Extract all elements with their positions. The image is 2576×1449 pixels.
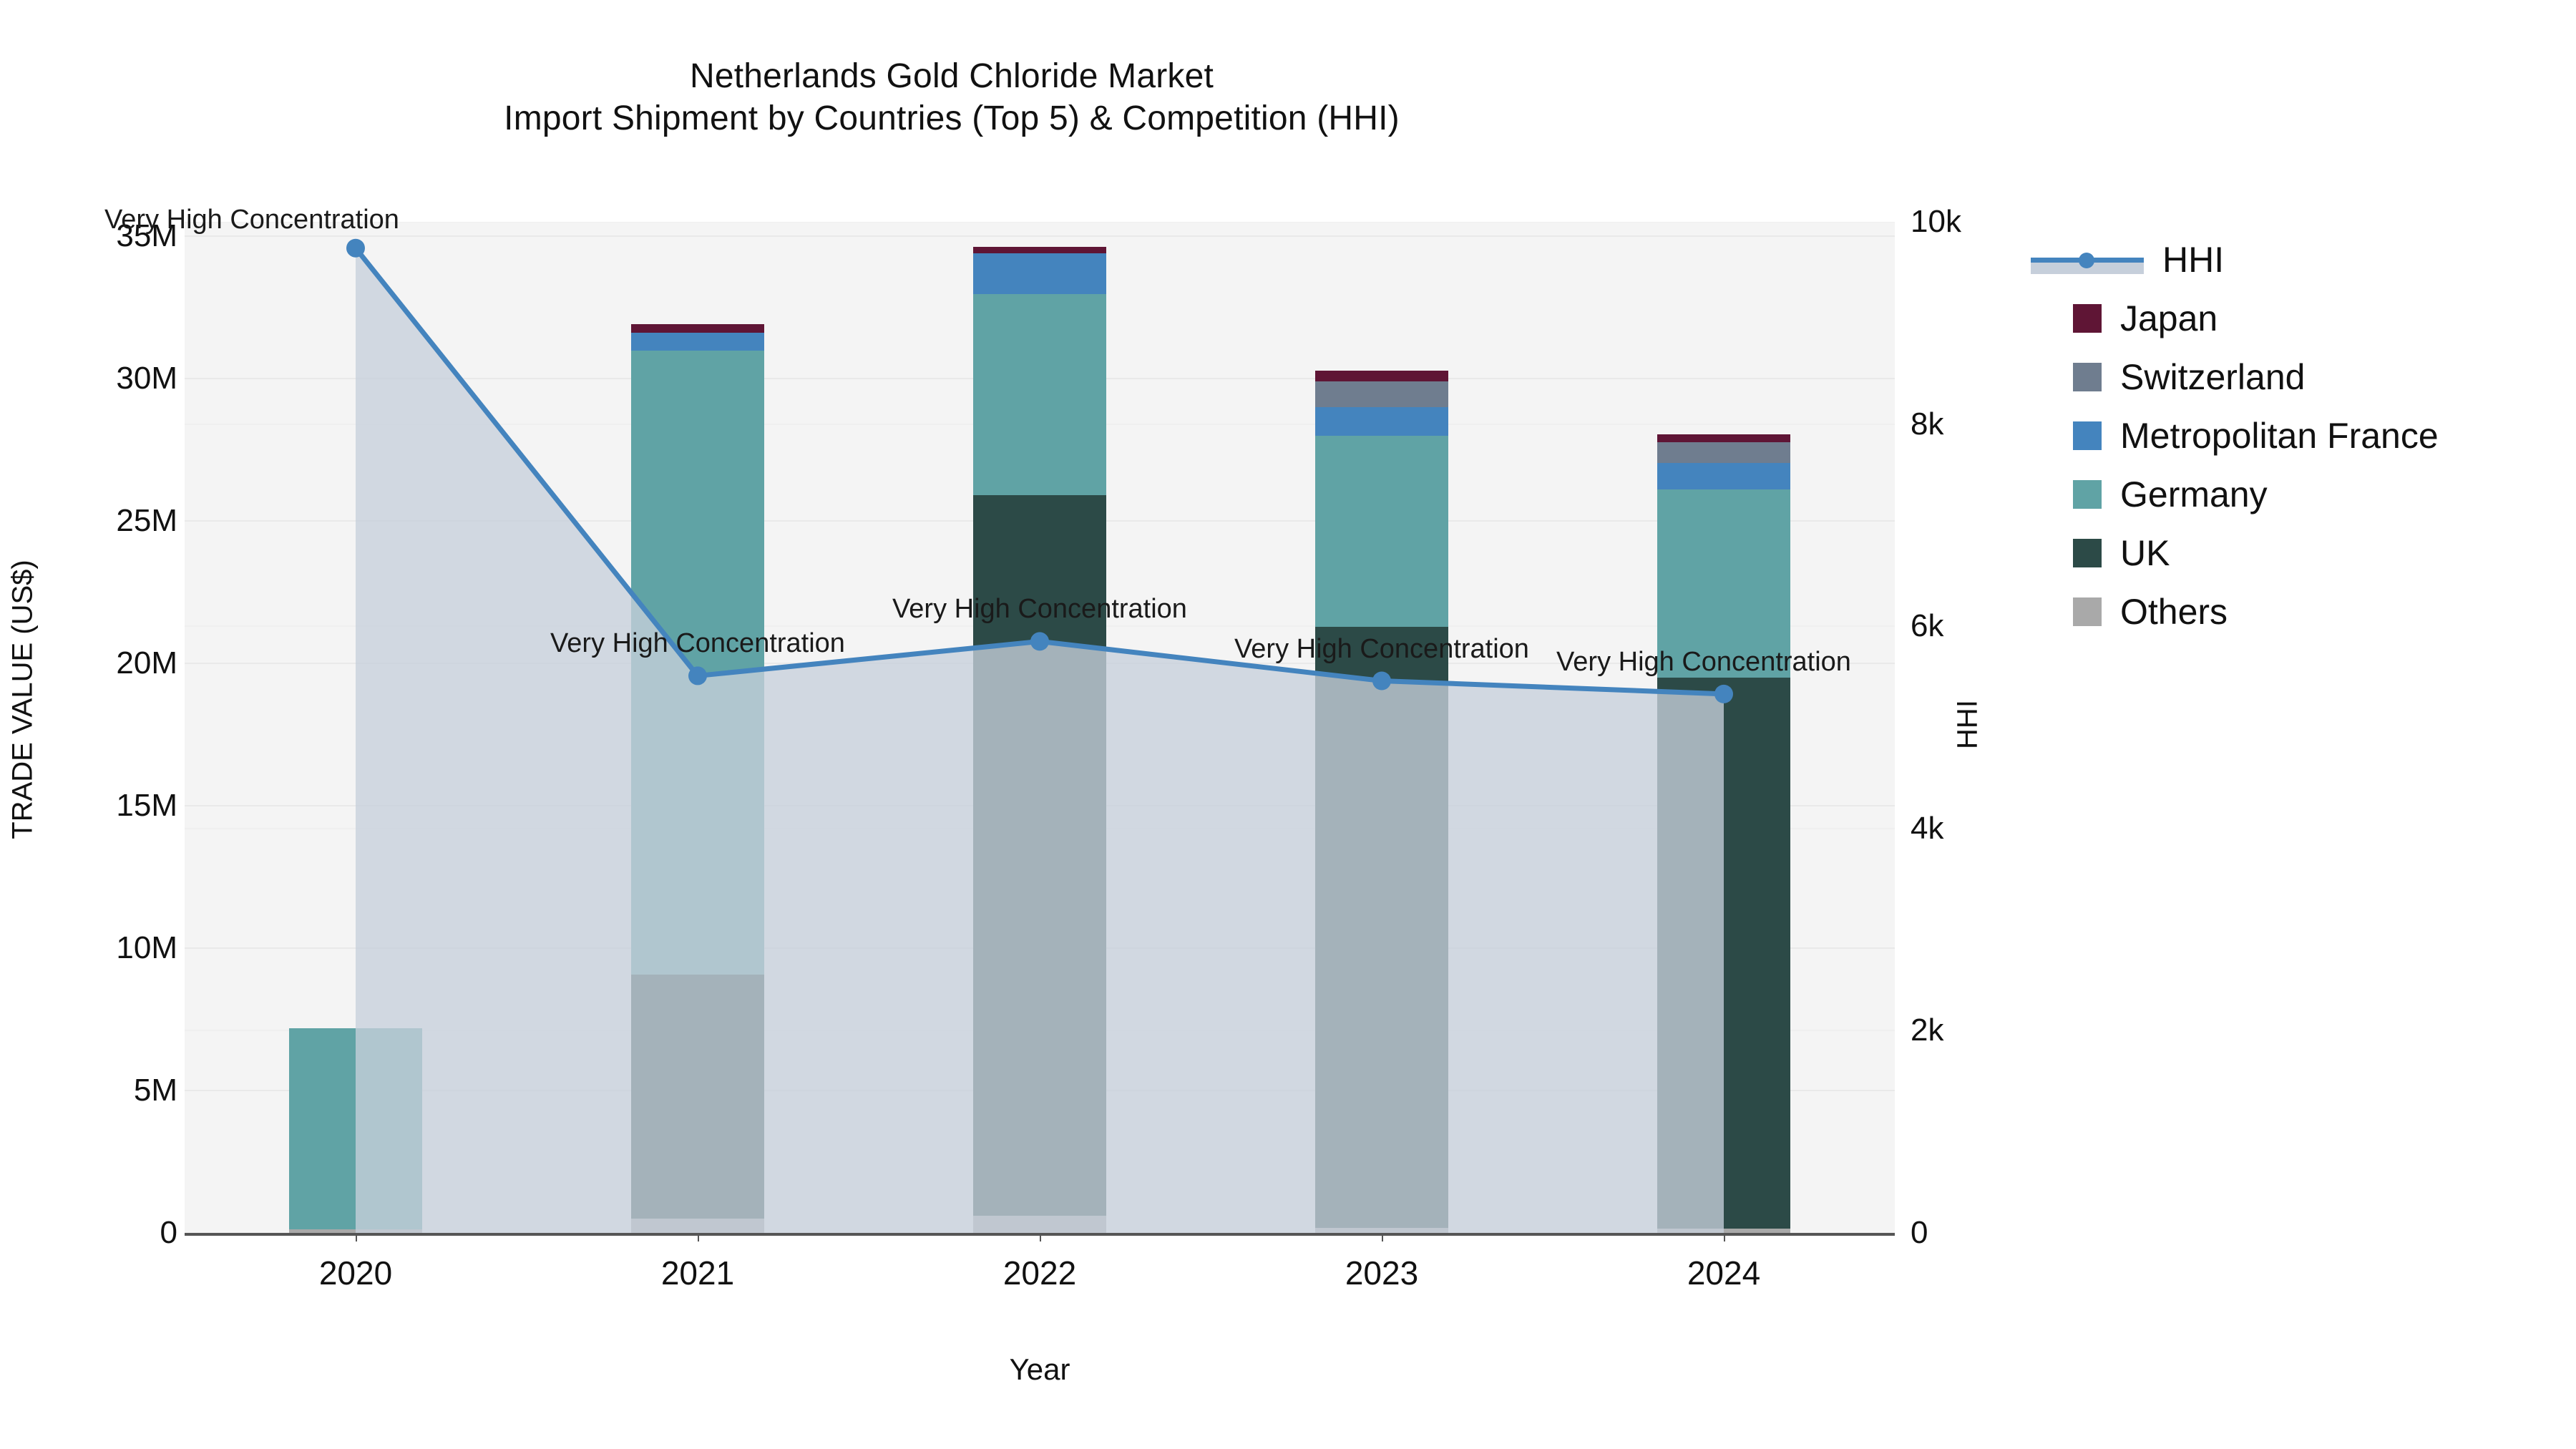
legend-swatch-icon (2073, 363, 2102, 391)
legend-item-label: UK (2120, 533, 2170, 573)
legend-item-germany[interactable]: Germany (2031, 465, 2560, 524)
legend-swatch-icon (2073, 421, 2102, 450)
y-axis-right-tick-label: 4k (1911, 810, 1944, 846)
y-axis-right-tick-label: 10k (1911, 204, 1961, 239)
y-axis-left-tick-label: 30M (116, 360, 177, 396)
legend-swatch-icon (2073, 539, 2102, 567)
y-axis-right-tick-label: 6k (1911, 608, 1944, 644)
annotation-label: Very High Concentration (1234, 633, 1529, 664)
chart-legend: HHI Japan Switzerland Metropolitan France Ge… (2031, 230, 2560, 641)
x-axis-tick-mark (698, 1233, 699, 1241)
y-axis-left-tick-label: 25M (116, 502, 177, 538)
legend-item-others[interactable]: Others (2031, 582, 2560, 641)
bar-segment[interactable] (1657, 442, 1790, 463)
y-axis-left-tick-label: 0 (160, 1215, 177, 1250)
bar-segment[interactable] (1657, 434, 1790, 443)
x-axis-tick-mark (1724, 1233, 1725, 1241)
annotation-label: Very High Concentration (550, 628, 845, 659)
hhi-area-fill (356, 248, 1724, 1233)
y-axis-left-tick-label: 15M (116, 787, 177, 823)
annotation-label: Very High Concentration (892, 594, 1187, 625)
legend-item-hhi[interactable]: HHI (2031, 230, 2560, 289)
legend-item-label: Others (2120, 592, 2228, 632)
legend-item-label: Germany (2120, 474, 2268, 514)
legend-item-label: Switzerland (2120, 357, 2306, 397)
bar-segment[interactable] (1657, 489, 1790, 678)
y-axis-left-tick-label: 20M (116, 645, 177, 680)
hhi-data-point[interactable] (346, 238, 365, 258)
y-axis-right-title: HHI (1951, 700, 1984, 749)
x-axis-tick-label: 2022 (1002, 1254, 1077, 1292)
x-axis-tick-mark (1040, 1233, 1041, 1241)
y-axis-right-tick-label: 0 (1911, 1215, 1928, 1250)
bar-segment[interactable] (631, 332, 764, 351)
x-axis-tick-label: 2021 (660, 1254, 735, 1292)
x-axis-tick-label: 2024 (1687, 1254, 1761, 1292)
bar-segment[interactable] (973, 247, 1106, 254)
y-axis-left-tick-label: 35M (116, 218, 177, 253)
chart-subtitle: Import Shipment by Countries (Top 5) & C… (504, 99, 1400, 137)
x-axis-tick-label: 2020 (318, 1254, 393, 1292)
hhi-data-point[interactable] (1714, 684, 1733, 703)
y-axis-left-ticks: 0 5M 10M 15M 20M 25M 30M 35M (7, 0, 179, 1449)
hhi-data-point[interactable] (688, 666, 707, 686)
y-axis-left-tick-label: 5M (133, 1072, 177, 1108)
legend-item-uk[interactable]: UK (2031, 524, 2560, 582)
bar-segment[interactable] (1315, 406, 1448, 436)
legend-item-metropolitan-france[interactable]: Metropolitan France (2031, 406, 2560, 465)
legend-swatch-icon (2073, 597, 2102, 626)
x-axis-tick-mark (356, 1233, 357, 1241)
bar-segment[interactable] (1315, 381, 1448, 407)
legend-swatch-icon (2073, 480, 2102, 509)
legend-swatch-icon (2073, 304, 2102, 333)
bar-segment[interactable] (1315, 371, 1448, 382)
legend-item-label: HHI (2162, 240, 2225, 280)
hhi-series-overlay (346, 238, 1733, 1233)
x-axis-title: Year (1009, 1352, 1070, 1386)
hhi-data-point[interactable] (1372, 671, 1391, 691)
bar-segment[interactable] (1315, 436, 1448, 627)
bar-segment[interactable] (973, 253, 1106, 294)
y-axis-right-ticks: 0 2k 4k 6k 8k 10k (1909, 0, 2081, 1449)
legend-item-switzerland[interactable]: Switzerland (2031, 348, 2560, 406)
bar-segment[interactable] (1657, 462, 1790, 490)
legend-item-japan[interactable]: Japan (2031, 289, 2560, 348)
x-axis-tick-label: 2023 (1345, 1254, 1419, 1292)
chart-title-block: Netherlands Gold Chloride Market Import … (0, 56, 1903, 140)
annotation-label: Very High Concentration (104, 204, 399, 235)
legend-item-label: Japan (2120, 298, 2218, 338)
page-title: Netherlands Gold Chloride Market (689, 57, 1214, 95)
y-axis-right-tick-label: 2k (1911, 1013, 1944, 1048)
y-axis-left-title: TRADE VALUE (US$) (6, 560, 39, 839)
bar-segment[interactable] (631, 323, 764, 333)
annotation-label: Very High Concentration (1556, 646, 1851, 677)
gridline-y-left (185, 235, 1895, 237)
legend-line-icon (2031, 245, 2144, 274)
x-axis-tick-mark (1382, 1233, 1383, 1241)
hhi-data-point[interactable] (1030, 632, 1049, 651)
bar-segment[interactable] (973, 293, 1106, 496)
gridline-y-right (185, 222, 1895, 223)
legend-item-label: Metropolitan France (2120, 416, 2439, 456)
y-axis-right-tick-label: 8k (1911, 406, 1944, 441)
y-axis-left-tick-label: 10M (116, 930, 177, 965)
